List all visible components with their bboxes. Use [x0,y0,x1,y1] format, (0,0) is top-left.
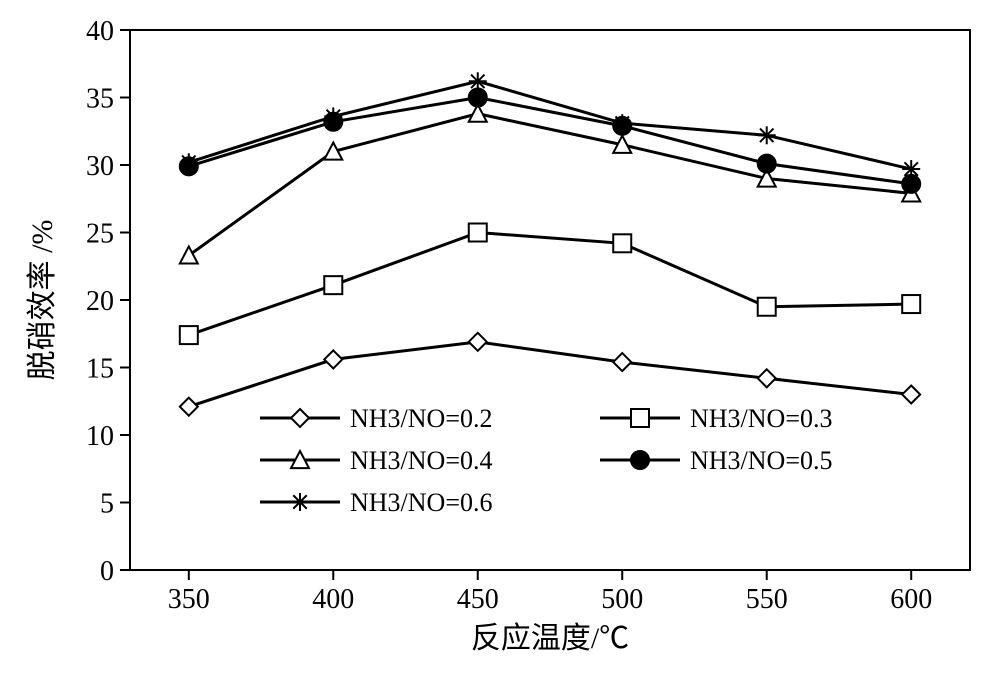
svg-text:脱硝效率 /%: 脱硝效率 /% [26,220,59,381]
svg-text:550: 550 [746,584,788,615]
svg-text:20: 20 [86,286,114,317]
svg-text:500: 500 [601,584,643,615]
svg-text:0: 0 [100,556,114,587]
svg-text:450: 450 [457,584,499,615]
svg-text:40: 40 [86,16,114,47]
svg-text:15: 15 [86,354,114,385]
chart-container: 0 5 10 15 20 25 30 35 40 350 400 450 500 550 600 反应温度/℃… [0,0,1000,675]
line-chart: 0 5 10 15 20 25 30 35 40 350 400 450 500 550 600 反应温度/℃… [0,0,1000,675]
svg-text:NH3/NO=0.6: NH3/NO=0.6 [350,488,493,517]
svg-text:NH3/NO=0.3: NH3/NO=0.3 [690,404,833,433]
svg-text:30: 30 [86,151,114,182]
svg-text:NH3/NO=0.2: NH3/NO=0.2 [350,404,493,433]
svg-text:25: 25 [86,219,114,250]
svg-text:400: 400 [312,584,354,615]
svg-text:600: 600 [890,584,932,615]
svg-text:NH3/NO=0.5: NH3/NO=0.5 [690,446,833,475]
svg-text:10: 10 [86,421,114,452]
svg-text:35: 35 [86,84,114,115]
svg-text:5: 5 [100,489,114,520]
svg-text:350: 350 [168,584,210,615]
svg-text:反应温度/℃: 反应温度/℃ [471,622,629,655]
svg-text:NH3/NO=0.4: NH3/NO=0.4 [350,446,493,475]
